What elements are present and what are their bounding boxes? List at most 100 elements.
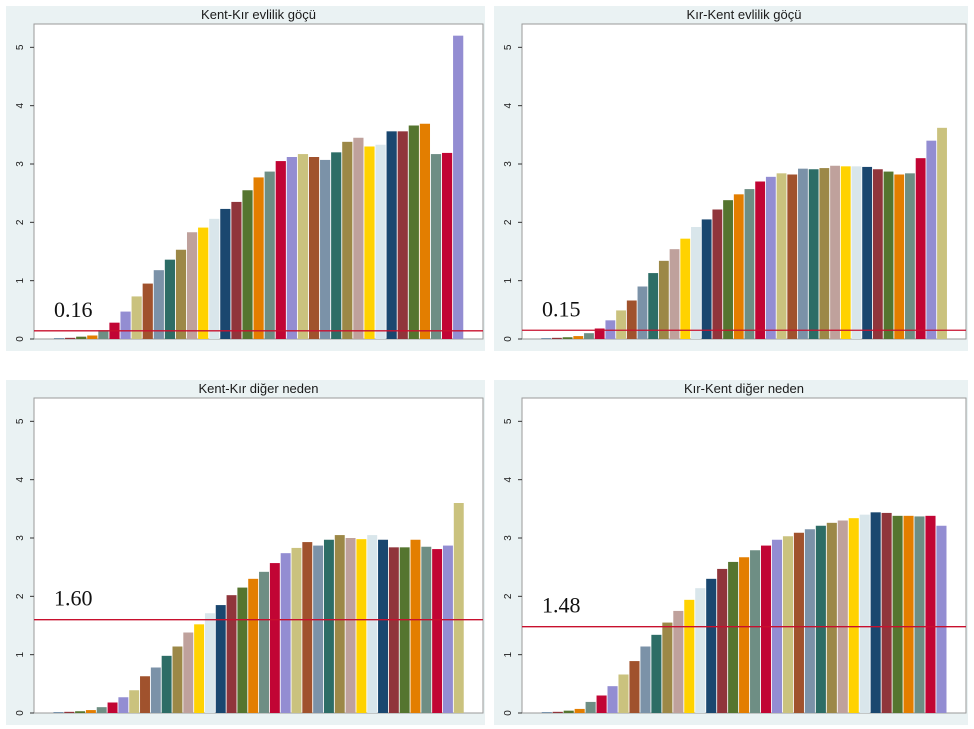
bar bbox=[859, 514, 870, 713]
bar bbox=[629, 661, 640, 713]
bar bbox=[320, 159, 331, 339]
bar bbox=[815, 525, 826, 713]
bar bbox=[618, 674, 629, 713]
bar bbox=[209, 218, 220, 339]
bar bbox=[870, 512, 881, 713]
bar bbox=[862, 166, 873, 339]
bar bbox=[915, 158, 926, 339]
bar bbox=[248, 578, 259, 713]
reference-line-label: 0.16 bbox=[54, 297, 93, 322]
bar bbox=[562, 337, 573, 339]
bar bbox=[441, 152, 453, 339]
bar bbox=[840, 166, 851, 339]
bar bbox=[183, 632, 194, 713]
bar bbox=[430, 154, 442, 339]
bar bbox=[53, 338, 65, 339]
bar bbox=[574, 708, 585, 713]
y-tick-label: 2 bbox=[503, 219, 514, 225]
bar bbox=[594, 328, 605, 339]
bar bbox=[776, 173, 787, 339]
bar bbox=[442, 545, 453, 713]
bar bbox=[826, 522, 837, 713]
bar bbox=[830, 165, 840, 339]
bar bbox=[760, 545, 772, 713]
y-tick-label: 1 bbox=[503, 277, 514, 283]
bar bbox=[848, 518, 859, 713]
y-tick-label: 4 bbox=[15, 102, 26, 108]
bar bbox=[131, 296, 142, 339]
bar bbox=[837, 520, 848, 713]
bar bbox=[903, 515, 914, 713]
bar bbox=[691, 227, 701, 339]
bar bbox=[651, 634, 662, 713]
bar bbox=[892, 515, 903, 713]
y-tick-label: 5 bbox=[15, 44, 26, 50]
bar bbox=[673, 610, 684, 713]
bar bbox=[658, 260, 669, 339]
y-tick-label: 3 bbox=[15, 161, 26, 167]
bar bbox=[129, 690, 140, 713]
bar bbox=[936, 525, 947, 713]
bar bbox=[432, 549, 443, 713]
bar bbox=[881, 512, 892, 713]
bar bbox=[353, 137, 364, 339]
bar bbox=[851, 166, 862, 339]
bar bbox=[541, 712, 552, 713]
bar bbox=[872, 169, 883, 339]
chart-svg-bottom-right: Kır-Kent diğer neden 0 1 2 3 4 5 1.48 bbox=[503, 381, 967, 716]
bar bbox=[356, 539, 367, 713]
bar bbox=[819, 168, 830, 339]
bar bbox=[905, 173, 915, 339]
bar bbox=[259, 571, 269, 713]
bar bbox=[684, 599, 695, 713]
bar bbox=[364, 146, 375, 339]
bar bbox=[397, 131, 408, 339]
reference-line-label: 1.60 bbox=[54, 586, 93, 611]
bar bbox=[120, 311, 131, 339]
bar bbox=[142, 283, 153, 339]
y-tick-label: 4 bbox=[503, 476, 514, 482]
y-tick-label: 2 bbox=[15, 219, 26, 225]
bar bbox=[723, 200, 733, 339]
chart-panel-top-left: Kent-Kır evlilik göçü 0 1 2 3 4 5 0.16 bbox=[6, 6, 485, 351]
y-tick-label: 5 bbox=[503, 418, 514, 424]
bar bbox=[914, 516, 925, 713]
bar bbox=[563, 710, 574, 713]
bar bbox=[342, 141, 353, 339]
bar bbox=[399, 547, 410, 713]
bar bbox=[367, 535, 378, 713]
bar bbox=[551, 337, 562, 339]
bar bbox=[253, 177, 264, 339]
chart-svg-bottom-left: Kent-Kır diğer neden 0 1 2 3 4 5 1.60 bbox=[15, 381, 484, 716]
bar bbox=[669, 249, 680, 339]
bar bbox=[701, 219, 712, 339]
bar bbox=[118, 697, 129, 713]
bar bbox=[808, 169, 819, 339]
bar bbox=[280, 553, 291, 713]
bar bbox=[717, 568, 728, 713]
bar bbox=[793, 532, 804, 713]
bar bbox=[164, 259, 176, 339]
bar bbox=[648, 273, 659, 339]
reference-line-label: 1.48 bbox=[542, 593, 581, 618]
bar bbox=[386, 131, 397, 339]
chart-svg-top-left: Kent-Kır evlilik göçü 0 1 2 3 4 5 0.16 bbox=[15, 7, 484, 342]
chart-panel-bottom-left: Kent-Kır diğer neden 0 1 2 3 4 5 1.60 bbox=[6, 380, 485, 725]
y-tick-label: 2 bbox=[503, 593, 514, 599]
y-tick-label: 2 bbox=[15, 593, 26, 599]
y-tick-label: 1 bbox=[15, 277, 26, 283]
bar bbox=[231, 201, 242, 339]
bar bbox=[175, 249, 187, 339]
y-tick-label: 0 bbox=[503, 710, 514, 716]
bar bbox=[75, 711, 86, 713]
y-tick-label: 0 bbox=[15, 336, 26, 342]
bar bbox=[925, 515, 936, 713]
bar bbox=[161, 655, 172, 713]
y-tick-label: 1 bbox=[15, 651, 26, 657]
bar bbox=[323, 539, 334, 713]
bar bbox=[331, 152, 342, 339]
bar bbox=[378, 539, 388, 713]
bar bbox=[87, 335, 98, 339]
bar bbox=[264, 171, 275, 339]
bar bbox=[291, 547, 302, 713]
